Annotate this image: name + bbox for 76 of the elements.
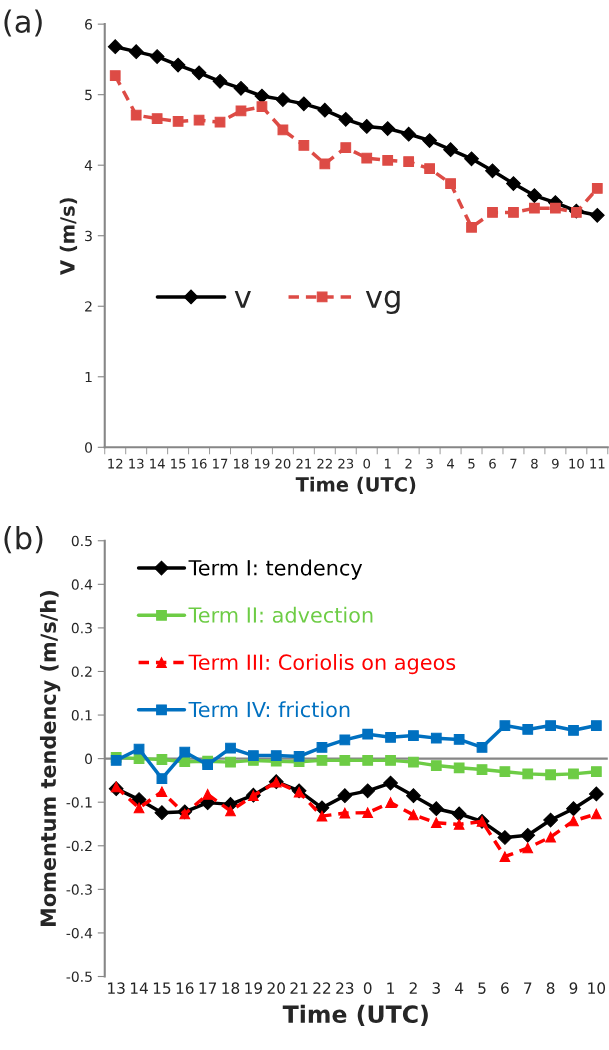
x-tick-label: 19 — [255, 458, 270, 469]
x-tick-label: 7 — [524, 982, 532, 994]
y-tick-label: 0.1 — [71, 710, 92, 721]
x-tick-label: 9 — [552, 458, 559, 469]
x-tick-label: 18 — [222, 982, 240, 994]
x-tick-label: 23 — [338, 458, 354, 469]
y-tick-label: 0 — [85, 442, 93, 453]
y-tick-label: 2 — [85, 301, 92, 312]
y-tick-label: 0 — [85, 753, 93, 765]
x-tick-label: 17 — [213, 458, 228, 469]
x-tick-label: 19 — [245, 982, 263, 994]
x-tick-label: 14 — [131, 982, 148, 994]
x-tick-label: 5 — [468, 458, 475, 469]
x-tick-label: 14 — [150, 458, 165, 469]
y-tick-label: 0.2 — [71, 666, 92, 677]
x-tick-label: 1 — [384, 458, 391, 469]
x-tick-label: 4 — [455, 982, 464, 994]
y-tick-label: 4 — [84, 160, 93, 171]
y-tick-label: 0.4 — [71, 579, 93, 590]
x-tick-label: 11 — [590, 458, 605, 469]
x-tick-label: 21 — [296, 458, 312, 469]
legend-label: Term III: Coriolis on ageos — [188, 653, 456, 675]
x-tick-label: 10 — [569, 458, 584, 469]
y-tick-label: -0.1 — [66, 797, 92, 808]
x-tick-label: 22 — [317, 458, 332, 469]
x-tick-label: 7 — [510, 458, 517, 469]
text: (b) — [4, 525, 43, 554]
x-tick-label: 5 — [478, 982, 486, 994]
y-tick-label: 5 — [85, 89, 92, 101]
x-axis-title: Time (UTC) — [282, 1004, 428, 1026]
legend-label: v — [234, 290, 251, 308]
x-tick-label: 3 — [432, 982, 440, 994]
y-tick-label: -0.4 — [66, 927, 93, 939]
y-axis-title: Momentum tendency (m/s/h) — [39, 591, 61, 927]
x-tick-label: 0 — [363, 982, 372, 994]
legend-label: vg — [365, 290, 400, 314]
x-tick-label: 1 — [387, 982, 395, 994]
x-tick-label: 8 — [531, 458, 538, 469]
y-tick-label: -0.5 — [66, 971, 92, 982]
x-tick-label: 6 — [501, 982, 509, 994]
legend-label: Term I: tendency — [188, 559, 363, 580]
x-tick-label: 13 — [108, 982, 125, 994]
x-tick-label: 15 — [153, 982, 171, 994]
x-tick-label: 20 — [275, 458, 291, 469]
x-tick-label: 21 — [290, 982, 308, 994]
y-tick-label: -0.3 — [66, 884, 92, 895]
x-tick-label: 20 — [267, 982, 285, 994]
y-tick-label: 0.3 — [71, 622, 92, 634]
x-tick-label: 0 — [363, 458, 371, 469]
x-tick-label: 16 — [192, 458, 207, 469]
x-tick-label: 2 — [405, 458, 412, 469]
x-tick-label: 23 — [336, 982, 354, 994]
x-tick-label: 3 — [426, 458, 433, 469]
legend-label: Term II: advection — [188, 606, 373, 623]
y-axis-title: V (m/s) — [59, 198, 78, 275]
y-tick-label: 6 — [85, 19, 93, 30]
x-tick-label: 12 — [108, 458, 123, 469]
x-tick-label: 6 — [489, 458, 496, 469]
x-tick-label: 2 — [409, 982, 417, 994]
text: (a) — [4, 9, 42, 37]
legend-label: Term IV: friction — [188, 701, 350, 718]
x-tick-label: 8 — [546, 982, 555, 994]
x-tick-label: 22 — [313, 982, 331, 994]
y-tick-label: -0.2 — [66, 840, 92, 852]
x-tick-label: 4 — [447, 458, 455, 469]
x-tick-label: 10 — [588, 982, 606, 994]
x-axis-title: Time (UTC) — [295, 476, 416, 495]
x-tick-label: 13 — [129, 458, 144, 469]
y-tick-label: 3 — [85, 230, 92, 242]
x-tick-label: 15 — [171, 458, 186, 469]
x-tick-label: 18 — [234, 458, 249, 469]
y-tick-label: 1 — [85, 371, 92, 383]
x-tick-label: 16 — [176, 982, 194, 994]
x-tick-label: 9 — [569, 982, 578, 994]
x-tick-label: 17 — [199, 982, 217, 994]
y-tick-label: 0.5 — [71, 535, 92, 547]
